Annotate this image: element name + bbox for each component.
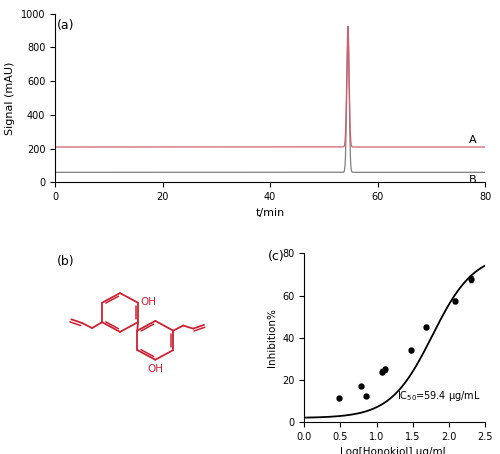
X-axis label: t/min: t/min [256,208,284,218]
Text: (b): (b) [57,255,74,268]
Text: (a): (a) [57,19,74,32]
Text: A: A [470,135,477,145]
Text: OH: OH [148,365,164,375]
Y-axis label: Inhibition%: Inhibition% [266,308,276,367]
X-axis label: Log[Honokiol] μg/mL: Log[Honokiol] μg/mL [340,448,449,454]
Text: B: B [470,175,477,185]
Text: IC$_{50}$=59.4 μg/mL: IC$_{50}$=59.4 μg/mL [397,389,480,403]
Y-axis label: Signal (mAU): Signal (mAU) [5,61,15,135]
Text: OH: OH [140,297,156,307]
Text: (c): (c) [268,250,285,263]
